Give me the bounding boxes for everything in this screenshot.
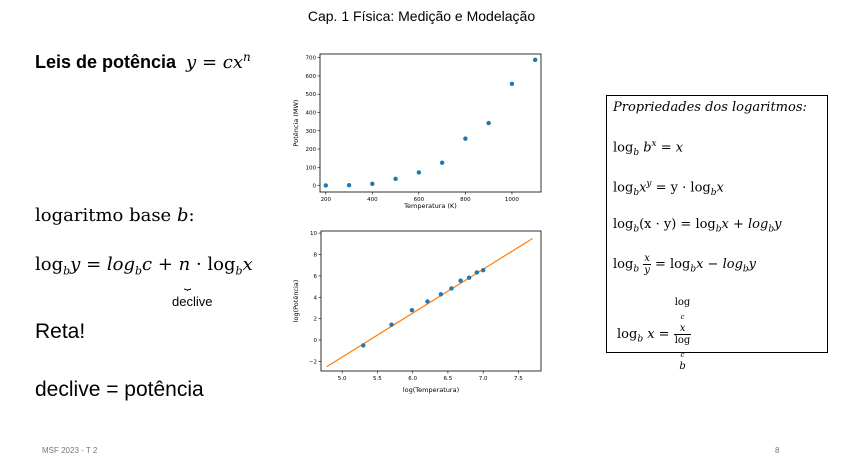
x-tick-label: 400 <box>367 197 378 203</box>
x-tick-label: 800 <box>460 197 471 203</box>
x-axis-label: Temperatura (K) <box>403 202 457 210</box>
x-tick-label: 5.5 <box>373 376 382 382</box>
underbrace: ⏟ <box>184 276 192 290</box>
data-point <box>389 322 394 327</box>
log-base-line: logaritmo base b: <box>35 205 195 226</box>
slide-title: Cap. 1 Física: Medição e Modelação <box>307 8 536 24</box>
slope-variable: n <box>178 254 191 275</box>
y-tick-label: 10 <box>310 231 317 237</box>
y-tick-label: 300 <box>306 129 317 135</box>
y-tick-label: 400 <box>306 110 317 116</box>
y-tick-label: 500 <box>306 92 317 98</box>
data-point <box>509 81 515 86</box>
x-tick-label: 7.5 <box>514 376 523 382</box>
x-tick-label: 5.0 <box>338 376 347 382</box>
log-equation: logby = logbc + n · logbx <box>35 254 253 278</box>
data-point <box>480 268 486 273</box>
data-point <box>532 57 538 63</box>
data-point <box>474 270 480 275</box>
y-tick-label: 0 <box>314 338 318 344</box>
chart-frame <box>319 53 542 193</box>
y-tick-label: 600 <box>306 74 317 80</box>
data-point <box>439 160 445 165</box>
log-properties-box <box>606 95 828 353</box>
data-point <box>409 307 415 313</box>
y-axis-label: Potência (MW) <box>292 100 300 147</box>
log-property-1: logb bx = x <box>613 139 684 158</box>
x-tick-label: 6.5 <box>444 376 453 382</box>
power-law-label: Leis de potência <box>35 52 177 72</box>
data-point <box>323 183 329 188</box>
y-tick-label: 2 <box>314 317 318 323</box>
y-tick-label: 200 <box>306 147 317 153</box>
y-tick-label: 8 <box>314 253 318 259</box>
data-point <box>466 275 472 280</box>
page-number: 8 <box>775 446 780 455</box>
power-vs-temperature-chart: 200 400 600 800 1000 0 100 200 300 400 500 600 700 T… <box>292 53 542 210</box>
data-point <box>458 278 463 283</box>
fit-line <box>326 237 533 368</box>
data-point <box>438 292 444 297</box>
data-point <box>393 176 398 182</box>
x-tick-label: 600 <box>414 197 425 203</box>
data-point <box>361 343 366 348</box>
data-point <box>449 286 454 291</box>
x-axis-label: log(Temperatura) <box>403 386 459 394</box>
power-law-heading: Leis de potência y = cxn <box>35 50 251 73</box>
x-tick-label: 200 <box>321 197 332 203</box>
y-tick-label: 700 <box>306 56 317 62</box>
x-tick-label: 6.0 <box>408 376 417 382</box>
data-point <box>486 120 491 126</box>
chart-frame <box>320 230 542 372</box>
data-point <box>425 299 430 304</box>
y-tick-label: 0 <box>313 184 317 190</box>
data-point <box>346 182 352 188</box>
log-property-2: logbxy = y · logbx <box>613 179 724 198</box>
y-tick-label: 4 <box>314 295 318 301</box>
y-tick-label: −2 <box>309 359 317 365</box>
data-point <box>463 136 468 141</box>
change-of-base-fraction: log c x log c b <box>673 297 692 372</box>
y-tick-label: 100 <box>306 165 317 171</box>
y-tick-label: 6 <box>314 274 318 280</box>
x-tick-label: 7.0 <box>479 376 488 382</box>
power-law-formula: y = cxn <box>186 50 251 73</box>
line-remark: Reta! <box>35 320 86 343</box>
slope-equals-power: declive = potência <box>35 378 204 401</box>
y-axis-label: log(Potência) <box>292 280 300 323</box>
data-point <box>416 170 422 175</box>
log-log-chart: 5.0 5.5 6.0 6.5 7.0 7.5 −2 0 2 4 6 8 10 log(Temperat… <box>292 230 542 394</box>
slope-label: declive <box>172 294 213 309</box>
log-property-5: logb x = log c x log c b <box>617 297 692 372</box>
x-tick-label: 1000 <box>505 197 519 203</box>
log-properties-title: Propriedades dos logaritmos: <box>613 100 807 115</box>
log-property-3: logb(x · y) = logbx + logby <box>613 217 782 235</box>
footer-course: MSF 2023 - T 2 <box>42 446 98 455</box>
data-point <box>370 181 375 186</box>
